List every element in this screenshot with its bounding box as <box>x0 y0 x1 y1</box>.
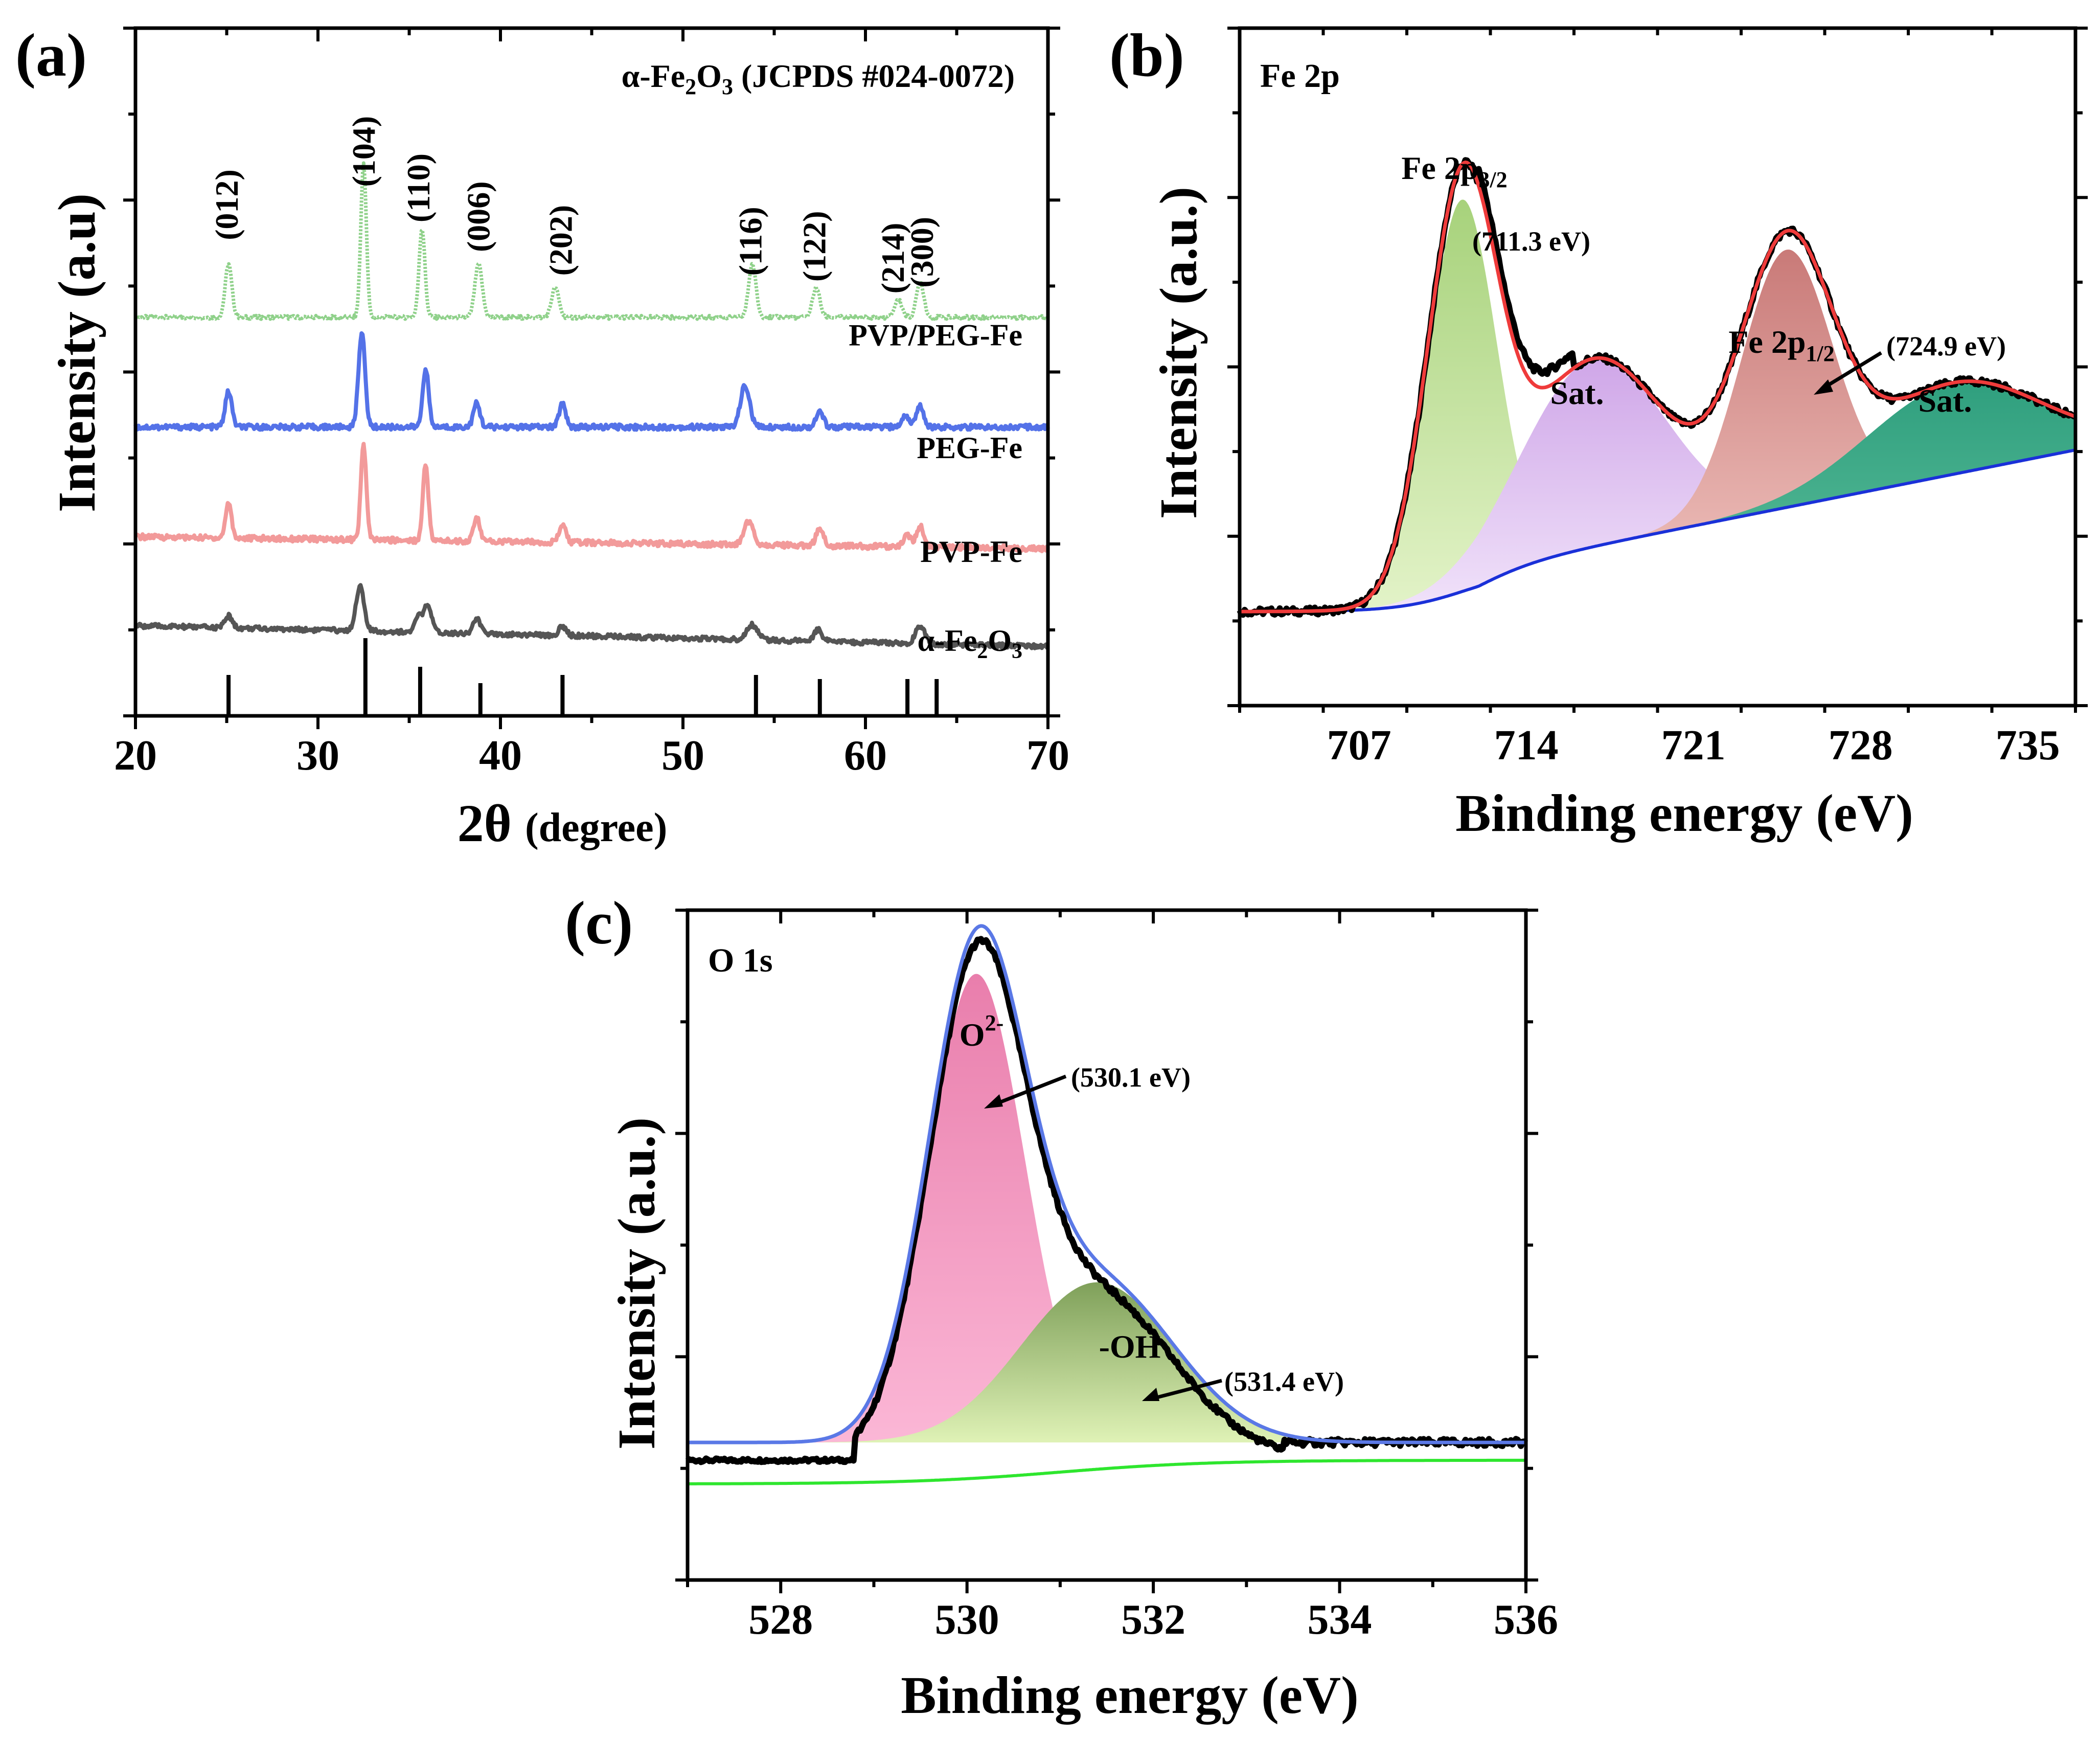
panel-c-x-tick-label: 532 <box>1121 1596 1185 1643</box>
panel-b: (b) Intensity (a.u.) Binding energy (eV)… <box>1109 21 2088 843</box>
hkl-label: (110) <box>400 153 437 222</box>
panel-b-x-tick-label: 721 <box>1661 721 1726 769</box>
hkl-label: (300) <box>904 217 940 288</box>
fit-envelope <box>1240 160 2076 614</box>
panel-b-xlabel: Binding energy (eV) <box>1455 784 1913 843</box>
panel-a-xlabel: 2θ (degree) <box>458 794 668 853</box>
series-line-2 <box>134 442 1050 553</box>
panel-c-x-tick-label: 528 <box>748 1596 813 1643</box>
panel-a-reference-lines <box>226 638 939 716</box>
panel-c-x-tick-label: 534 <box>1308 1596 1372 1643</box>
oh-label: -OH <box>1099 1328 1161 1365</box>
panel-a-series-labels: PVP/PEG-Fe PEG-Fe PVP-Fe α-Fe2O3 <box>849 318 1022 663</box>
panel-a-frame <box>133 26 1050 718</box>
panel-b-x-tick-label: 728 <box>1829 721 1893 769</box>
series-label: PEG-Fe <box>917 431 1022 465</box>
panel-c-x-tick-label: 530 <box>935 1596 999 1643</box>
panel-a-xlabel-main: 2θ <box>458 794 512 853</box>
component-peak-1 <box>1306 358 1879 612</box>
panel-a-label: (a) <box>15 21 87 89</box>
sat1-label: Sat. <box>1550 375 1604 411</box>
oh-ev: (531.4 eV) <box>1224 1366 1344 1397</box>
panel-a-x-tick-label: 50 <box>661 732 704 779</box>
hkl-label: (214) <box>875 223 911 294</box>
panel-c-ylabel: Intensity (a.u.) <box>607 1117 666 1450</box>
hkl-label: (122) <box>796 211 833 282</box>
component-peak-1 <box>823 1282 1372 1442</box>
panel-a-x-tick-label: 70 <box>1026 732 1069 779</box>
panel-c-frame <box>686 908 1528 1582</box>
series-label: PVP-Fe <box>920 535 1022 569</box>
panel-a-x-tick-label: 20 <box>114 732 157 779</box>
background-line <box>1240 448 2076 613</box>
sat2-label: Sat. <box>1919 382 1972 419</box>
panel-b-corner-label: Fe 2p <box>1260 57 1340 95</box>
panel-b-plot <box>1237 157 2078 618</box>
component-peak-0 <box>803 974 1151 1442</box>
panel-a-series <box>133 161 1050 650</box>
panel-c-label: (c) <box>565 889 633 957</box>
panel-b-label: (b) <box>1109 21 1184 89</box>
hkl-label: (202) <box>542 205 579 276</box>
panel-b-ylabel: Intensity (a.u.) <box>1149 187 1208 519</box>
o2-label: O2- <box>960 1010 1003 1053</box>
fe2p32-label: Fe 2p3/2 <box>1401 150 1507 192</box>
series-line-3 <box>133 583 1049 650</box>
panel-a-xlabel-unit: (degree) <box>525 805 667 850</box>
panel-b-x-tick-label: 707 <box>1327 721 1391 769</box>
panel-a-x-tick-label: 40 <box>479 732 522 779</box>
panel-b-x-tick-label: 735 <box>1996 721 2060 769</box>
oh-arrow <box>1142 1379 1222 1401</box>
fe2p32-ev: (711.3 eV) <box>1472 226 1590 257</box>
panel-c-plot <box>685 924 1528 1485</box>
panel-a-axes: 20 30 40 50 60 70 <box>114 26 1069 779</box>
fe2p12-arrow <box>1814 351 1882 395</box>
panel-c-corner-label: O 1s <box>708 942 773 979</box>
series-label: α-Fe2O3 <box>918 624 1022 663</box>
panel-c: (c) Intensity (a.u.) Binding energy (eV)… <box>565 889 1558 1725</box>
panel-a-reference-label: α-Fe2O3 (JCPDS #024-0072) <box>622 58 1015 99</box>
background-line <box>688 1458 1526 1485</box>
o2-ev: (530.1 eV) <box>1071 1062 1191 1093</box>
panel-c-axes: 528 530 532 534 536 <box>675 908 1558 1643</box>
panel-a-hkl-labels: (012) (104) (110) (006) (202) (116) (122) (214)… <box>209 116 940 294</box>
hkl-label: (012) <box>209 169 245 240</box>
panel-a-x-tick-label: 30 <box>296 732 339 779</box>
fit-envelope <box>688 924 1526 1444</box>
panel-b-axes: 707 714 721 728 735 <box>1227 26 2088 769</box>
component-peak-3 <box>1610 381 2075 543</box>
panel-c-xlabel: Binding energy (eV) <box>901 1666 1359 1725</box>
series-label: PVP/PEG-Fe <box>849 318 1022 352</box>
panel-c-x-tick-label: 536 <box>1494 1596 1558 1643</box>
fe2p12-ev: (724.9 eV) <box>1886 331 2006 362</box>
hkl-label: (006) <box>461 181 497 252</box>
panel-a: (a) Intensity (a.u) 2θ (degree) (012) (10… <box>15 21 1069 853</box>
panel-a-x-tick-label: 60 <box>844 732 887 779</box>
panel-b-x-tick-label: 714 <box>1494 721 1559 769</box>
series-line-0 <box>133 161 1049 321</box>
hkl-label: (116) <box>733 207 769 276</box>
series-line-1 <box>133 331 1050 432</box>
o2-arrow <box>984 1074 1067 1109</box>
fe2p12-label: Fe 2p1/2 <box>1728 324 1834 366</box>
panel-a-ylabel: Intensity (a.u) <box>48 193 106 512</box>
hkl-label: (104) <box>346 116 382 187</box>
